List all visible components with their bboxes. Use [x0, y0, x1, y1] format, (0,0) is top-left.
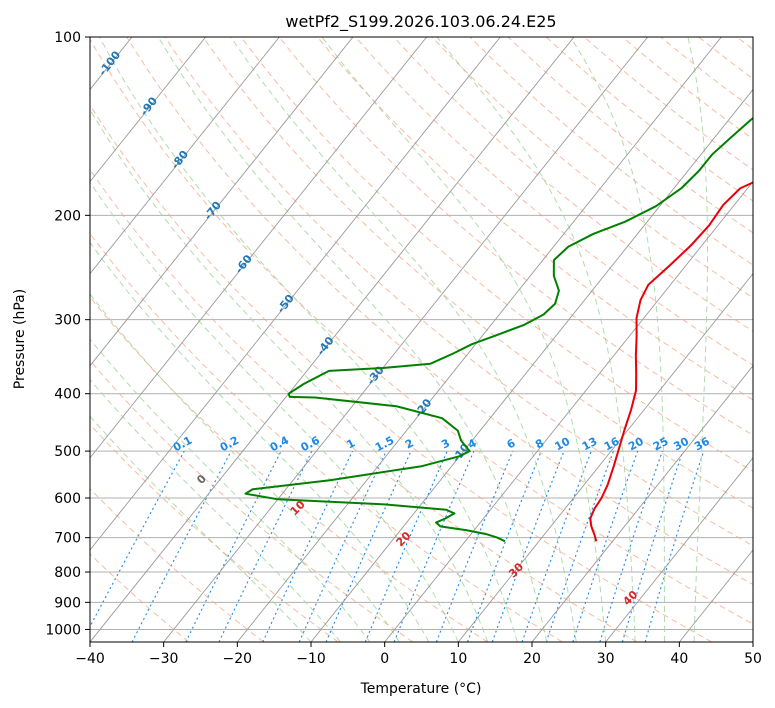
isotherms	[0, 37, 753, 642]
isotherm-line	[236, 37, 722, 642]
isotherm-line	[531, 365, 753, 642]
mixing-ratio-line	[262, 450, 354, 642]
y-axis-label: Pressure (hPa)	[12, 289, 28, 389]
moist-adiabat-line	[90, 378, 341, 642]
mixing-ratio-line	[435, 450, 514, 642]
axes: −40 −30 −20 −10 0 10 20 30 40 50 1000 900 800 700 600 5…	[45, 30, 762, 667]
moist-adiabat-line	[230, 37, 577, 642]
mixing-ratio-line	[298, 450, 387, 642]
moist-adiabat-line	[436, 37, 636, 642]
mixing-ratio-line	[572, 450, 639, 642]
x-tick-label: 50	[744, 651, 762, 667]
isotherm-line	[310, 88, 753, 642]
isotherm-line	[90, 37, 575, 642]
isotherm-line	[605, 457, 753, 642]
y-tick-label: 500	[54, 444, 81, 460]
isotherm-line	[90, 37, 280, 275]
x-tick-label: −40	[75, 651, 105, 667]
moist-adiabat-line	[321, 37, 607, 642]
x-tick-label: 10	[449, 651, 467, 667]
mixing-ratio-label: 10	[553, 435, 573, 454]
moist-adiabat-line	[157, 37, 548, 642]
dry-adiabat-line	[278, 37, 753, 436]
y-tick-label: 100	[54, 30, 81, 46]
moist-adiabat-line	[687, 37, 709, 642]
moist-adiabat-line	[90, 108, 489, 642]
plot-frame	[89, 36, 754, 643]
x-axis-label: Temperature (°C)	[360, 681, 482, 697]
y-tick-label: 700	[54, 531, 81, 547]
isotherm-line	[752, 641, 753, 642]
dry-adiabat-line	[431, 37, 753, 299]
y-tick-label: 200	[54, 208, 81, 224]
isotherm-line	[457, 272, 753, 642]
mixing-ratio-label: 25	[651, 435, 671, 454]
dry-adiabat-line	[90, 104, 712, 642]
moist-adiabats	[90, 37, 709, 642]
mixing-ratio-line	[621, 450, 684, 642]
isotherm-line	[384, 180, 753, 642]
x-tick-label: 0	[380, 651, 389, 667]
isotherm-line	[90, 37, 428, 459]
moist-adiabat-line	[90, 241, 430, 642]
y-tick-label: 300	[54, 313, 81, 329]
x-tick-label: 40	[670, 651, 688, 667]
mixing-ratio-line	[90, 450, 185, 628]
mixing-ratio-line	[599, 450, 663, 642]
dry-adiabat-line	[202, 37, 753, 509]
isotherm-line	[90, 37, 501, 551]
x-tick-label: 30	[597, 651, 615, 667]
isotherm-line	[0, 37, 58, 642]
mixing-ratio-label: 20	[626, 435, 646, 454]
dry-adiabat-line	[90, 38, 753, 625]
y-tick-label: 900	[54, 595, 81, 611]
x-tick-label: −20	[223, 651, 253, 667]
dry-adiabat-line	[90, 232, 563, 642]
isotherm-line	[90, 37, 207, 183]
dry-adiabat-line	[90, 423, 339, 642]
x-tick-label: 20	[523, 651, 541, 667]
dry-adiabat-line	[90, 296, 488, 642]
mixing-ratio-label: 36	[692, 435, 712, 454]
x-tick-label: −10	[296, 651, 326, 667]
y-tick-label: 400	[54, 387, 81, 403]
chart-title: wetPf2_S199.2026.103.06.24.E25	[285, 12, 556, 32]
mixing-ratio-line	[521, 450, 592, 642]
mixing-ratio-line	[466, 450, 542, 642]
dewpoint-line	[244, 116, 753, 543]
y-tick-label: 1000	[45, 622, 81, 638]
mixing-ratio-line	[218, 450, 313, 642]
mixing-ratio-label: 16	[602, 435, 622, 454]
dry-adiabat-line	[507, 37, 753, 234]
y-tick-label: 600	[54, 491, 81, 507]
mixing-ratio-label: 30	[671, 435, 691, 454]
mixing-ratio-label: 13	[580, 435, 600, 454]
mixing-ratio-line	[185, 450, 282, 642]
dry-adiabat-line	[469, 37, 753, 266]
isotherm-line	[90, 37, 354, 367]
isotherm-line	[163, 37, 649, 642]
x-tick-label: −30	[149, 651, 179, 667]
y-tick-label: 800	[54, 565, 81, 581]
mixing-ratio-line	[364, 450, 448, 642]
dry-adiabat-line	[317, 37, 753, 401]
sounding-series	[244, 116, 753, 543]
mixing-ratio-line	[545, 450, 614, 642]
temperature-line	[589, 181, 753, 542]
moist-adiabat-line	[98, 37, 518, 642]
mixing-ratio-line	[325, 450, 412, 642]
dry-adiabat-line	[126, 37, 753, 586]
moist-adiabat-line	[90, 338, 371, 642]
plot-background	[90, 37, 753, 642]
